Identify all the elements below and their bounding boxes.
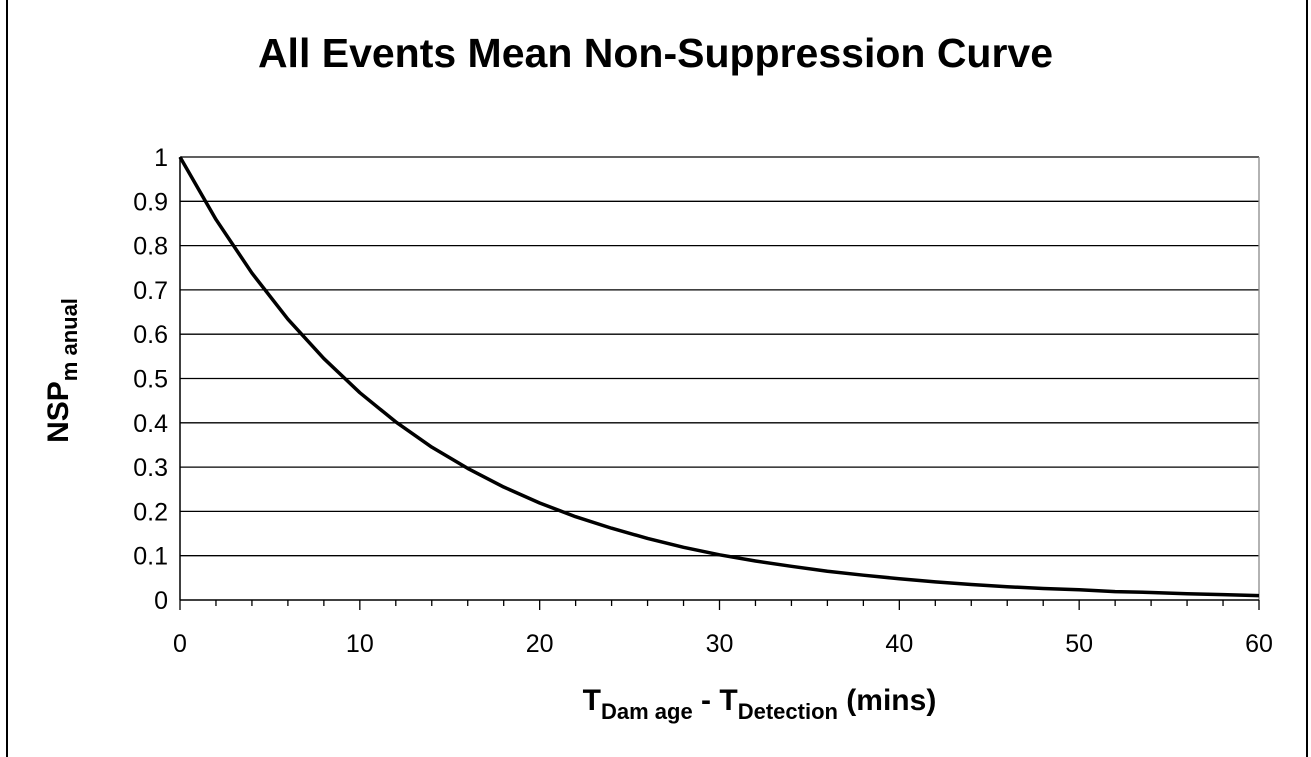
- x-tick-label: 0: [173, 630, 187, 658]
- x-tick-label: 50: [1065, 630, 1093, 658]
- chart-title: All Events Mean Non-Suppression Curve: [257, 30, 1054, 76]
- x-tick-label: 10: [346, 630, 374, 658]
- y-tick-label: 0.3: [133, 454, 168, 482]
- x-tick-label: 20: [526, 630, 554, 658]
- axis-title-part: NSP: [42, 381, 75, 443]
- y-tick-label: 0.9: [133, 188, 168, 216]
- x-tick-label: 60: [1245, 630, 1273, 658]
- y-tick-label: 0.4: [133, 410, 168, 438]
- series-line: [178, 156, 1260, 598]
- series-layer: [178, 156, 1260, 598]
- axis-title-part: (mins): [838, 684, 936, 717]
- y-tick-label: 0.5: [133, 366, 168, 394]
- x-tick-label: 40: [885, 630, 913, 658]
- y-tick-label: 0: [154, 587, 168, 615]
- y-axis-title: NSPm anual​: [42, 298, 82, 443]
- grid-lines: [180, 156, 1259, 557]
- y-tick-label: 0.2: [133, 498, 168, 526]
- y-tick-label: 0.6: [133, 321, 168, 349]
- x-tick-label: 30: [706, 630, 734, 658]
- y-tick-label: 0.7: [133, 277, 168, 305]
- x-axis-title: TDam age​ - TDetection​ (mins): [583, 684, 937, 724]
- axes: [179, 157, 1260, 610]
- y-tick-label: 0.1: [133, 543, 168, 571]
- y-tick-label: 1: [154, 144, 168, 172]
- axis-title-subscript: Dam age: [601, 699, 693, 724]
- y-tick-label: 0.8: [133, 233, 168, 261]
- axis-title-part: T: [583, 684, 601, 717]
- axis-title-part: - T: [693, 684, 738, 717]
- axis-title-subscript: Detection: [738, 699, 838, 724]
- tick-labels: 00.10.20.30.40.50.60.70.80.910 10 20 30 40 50…: [133, 144, 1273, 658]
- chart-frame: [6, 0, 1308, 757]
- axis-title-subscript: m anual: [57, 298, 82, 381]
